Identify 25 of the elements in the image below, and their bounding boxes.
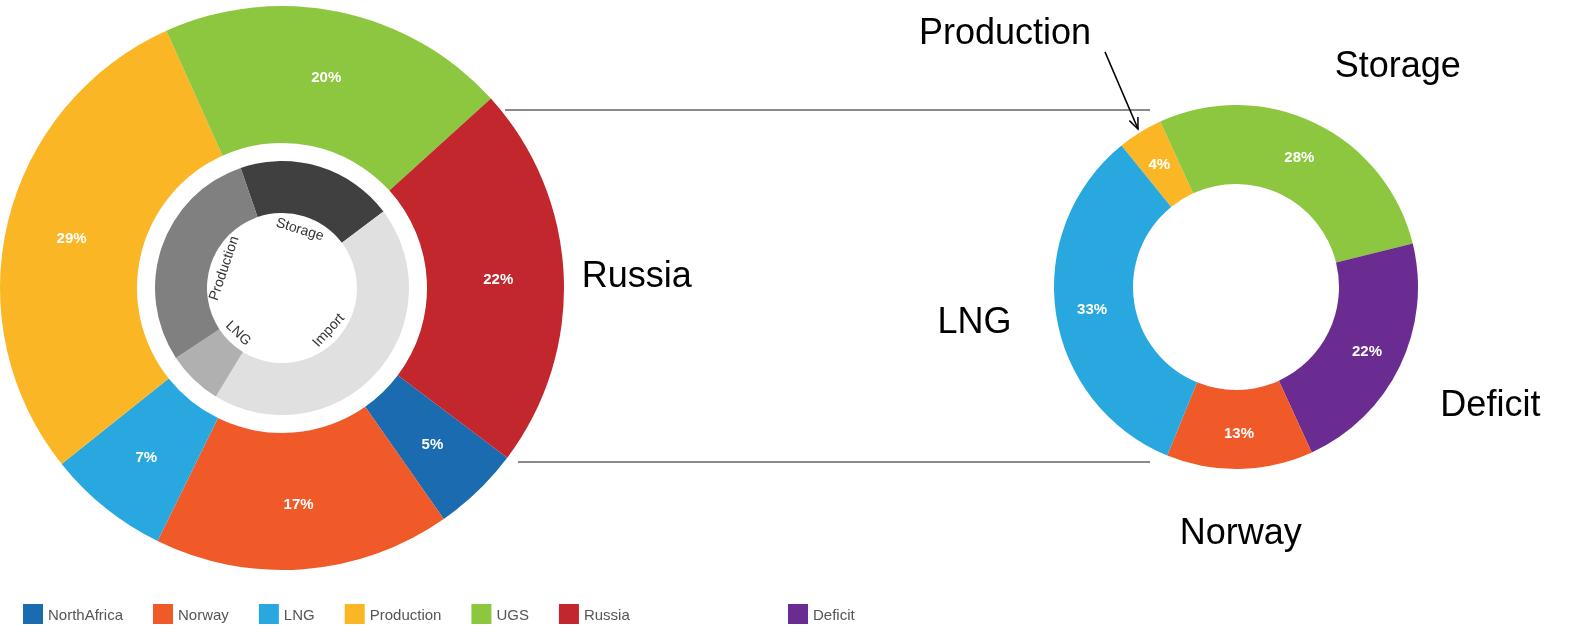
data-label: 28%: [1284, 147, 1315, 165]
legend-label: Deficit: [813, 605, 856, 623]
slice-label: Norway: [1179, 511, 1302, 553]
data-label: 7%: [135, 448, 158, 466]
data-label: 33%: [1077, 299, 1108, 317]
slice-label: Storage: [274, 213, 327, 244]
legend-label: NorthAfrica: [48, 605, 124, 623]
slice-label: Deficit: [1440, 383, 1541, 425]
data-label: 22%: [1351, 341, 1383, 359]
data-label: 22%: [483, 269, 514, 287]
data-label: 17%: [283, 495, 314, 513]
slice-label: Storage: [1334, 44, 1461, 86]
slice-label: Production: [918, 11, 1092, 53]
legend-label: UGS: [496, 605, 529, 623]
legend-label: Production: [369, 605, 442, 623]
data-label: 5%: [421, 435, 444, 453]
legend-label: Norway: [178, 605, 230, 623]
data-label: 29%: [56, 228, 87, 246]
slice-label: Russia: [581, 253, 693, 295]
data-label: 4%: [1148, 154, 1171, 172]
data-label: 20%: [311, 67, 342, 85]
data-label: 13%: [1224, 423, 1255, 441]
legend-label: LNG: [283, 605, 315, 623]
legend-label: Russia: [583, 605, 631, 623]
slice-label: LNG: [937, 299, 1012, 341]
